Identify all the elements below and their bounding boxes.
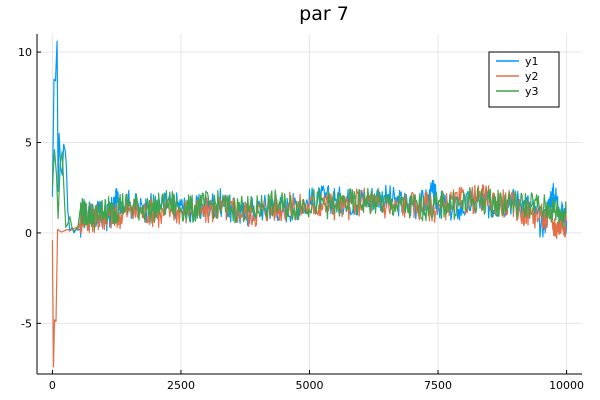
y-tick-label: -5 [21, 317, 32, 330]
series-line-y3 [51, 149, 567, 232]
y-tick-label: 10 [18, 46, 32, 59]
series-lines [51, 40, 568, 368]
series-line-y1 [51, 40, 568, 238]
axes [36, 34, 582, 375]
x-tick-label: 2500 [167, 379, 195, 392]
chart-title: par 7 [299, 3, 349, 25]
legend-label-y3: y3 [525, 85, 539, 98]
legend-label-y1: y1 [525, 55, 539, 68]
x-tick-label: 10000 [549, 379, 584, 392]
legend-label-y2: y2 [525, 70, 539, 83]
x-tick-label: 0 [49, 379, 56, 392]
tick-labels: 0 2500 5000 7500 10000 -5 0 5 10 [18, 46, 584, 392]
y-tick-label: 5 [25, 137, 32, 150]
x-tick-label: 7500 [424, 379, 452, 392]
y-tick-label: 0 [25, 227, 32, 240]
x-tick-label: 5000 [296, 379, 324, 392]
legend: y1 y2 y3 [488, 51, 560, 108]
